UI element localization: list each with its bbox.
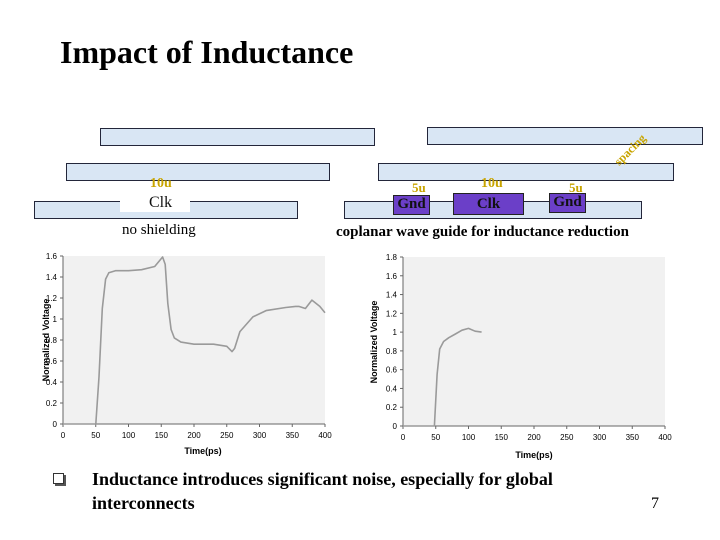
x-axis-label: Time(ps) (515, 450, 552, 460)
x-tick-label: 0 (61, 431, 66, 440)
x-tick-label: 100 (122, 431, 136, 440)
x-tick-label: 200 (187, 431, 201, 440)
y-tick-label: 1 (393, 328, 398, 337)
x-tick-label: 0 (401, 433, 406, 442)
x-tick-label: 400 (318, 431, 332, 440)
x-tick-label: 300 (253, 431, 267, 440)
caption-no-shielding: no shielding (122, 222, 196, 238)
clk-width-label-right: 10u (481, 176, 503, 191)
y-tick-label: 0.6 (46, 357, 58, 366)
x-tick-label: 250 (560, 433, 574, 442)
y-tick-label: 0.8 (46, 336, 58, 345)
y-tick-label: 1 (53, 315, 58, 324)
chart-coplanar: 0 0.2 0.4 0.6 0.8 1 1.2 1.4 1.6 1.8 0 50 100 150 200 25… (369, 253, 672, 460)
x-tick-label: 250 (220, 431, 234, 440)
x-tick-label: 350 (286, 431, 300, 440)
checkbox-bullet-icon (53, 473, 64, 484)
y-tick-label: 0.2 (46, 399, 58, 408)
gnd-wire-left: Gnd (393, 195, 430, 215)
y-tick-label: 0 (53, 420, 58, 429)
y-tick-label: 0.4 (386, 384, 398, 393)
x-tick-label: 150 (495, 433, 509, 442)
middle-wire-left (66, 163, 330, 181)
series-line (403, 327, 482, 427)
clk-wire-left: Clk (120, 193, 190, 212)
y-tick-label: 0 (393, 422, 398, 431)
x-tick-label: 50 (91, 431, 100, 440)
y-axis-label: Normalized Voltage (41, 299, 51, 382)
upper-wire-right (427, 127, 703, 145)
gnd-wire-right: Gnd (549, 193, 586, 213)
x-axis-label: Time(ps) (184, 446, 221, 456)
x-tick-label: 150 (155, 431, 169, 440)
upper-wire-left (100, 128, 375, 146)
x-tick-label: 300 (593, 433, 607, 442)
y-tick-label: 0.6 (386, 366, 398, 375)
y-tick-label: 1.4 (46, 273, 58, 282)
y-tick-label: 1.2 (386, 309, 398, 318)
series-line (63, 256, 326, 425)
plot-area (63, 256, 325, 424)
caption-coplanar: coplanar wave guide for inductance reduc… (336, 224, 629, 240)
y-tick-label: 0.4 (46, 378, 58, 387)
y-tick-label: 1.6 (46, 252, 58, 261)
x-tick-label: 200 (527, 433, 541, 442)
gnd-left-width-label: 5u (412, 180, 426, 195)
x-tick-label: 350 (626, 433, 640, 442)
y-tick-label: 1.6 (386, 272, 398, 281)
slide-title: Impact of Inductance (60, 34, 354, 70)
y-tick-label: 0.8 (386, 347, 398, 356)
clk-wire-right: Clk (453, 193, 524, 215)
x-tick-label: 100 (462, 433, 476, 442)
chart-no-shielding: 0 0.2 0.4 0.6 0.8 1 1.2 1.4 1.6 0 50 100 150 200 250 30… (41, 252, 332, 456)
middle-wire-right (378, 163, 674, 181)
y-axis-label: Normalized Voltage (369, 301, 379, 384)
page-number: 7 (651, 495, 659, 512)
x-tick-label: 50 (431, 433, 440, 442)
y-tick-label: 0.2 (386, 403, 398, 412)
gnd-right-width-label: 5u (569, 180, 583, 195)
y-tick-label: 1.8 (386, 253, 398, 262)
clk-width-label-left: 10u (150, 176, 172, 191)
y-tick-label: 1.2 (46, 294, 58, 303)
y-tick-label: 1.4 (386, 291, 398, 300)
bullet-text: Inductance introduces significant noise,… (92, 469, 553, 513)
x-tick-label: 400 (658, 433, 672, 442)
plot-area (403, 257, 665, 426)
